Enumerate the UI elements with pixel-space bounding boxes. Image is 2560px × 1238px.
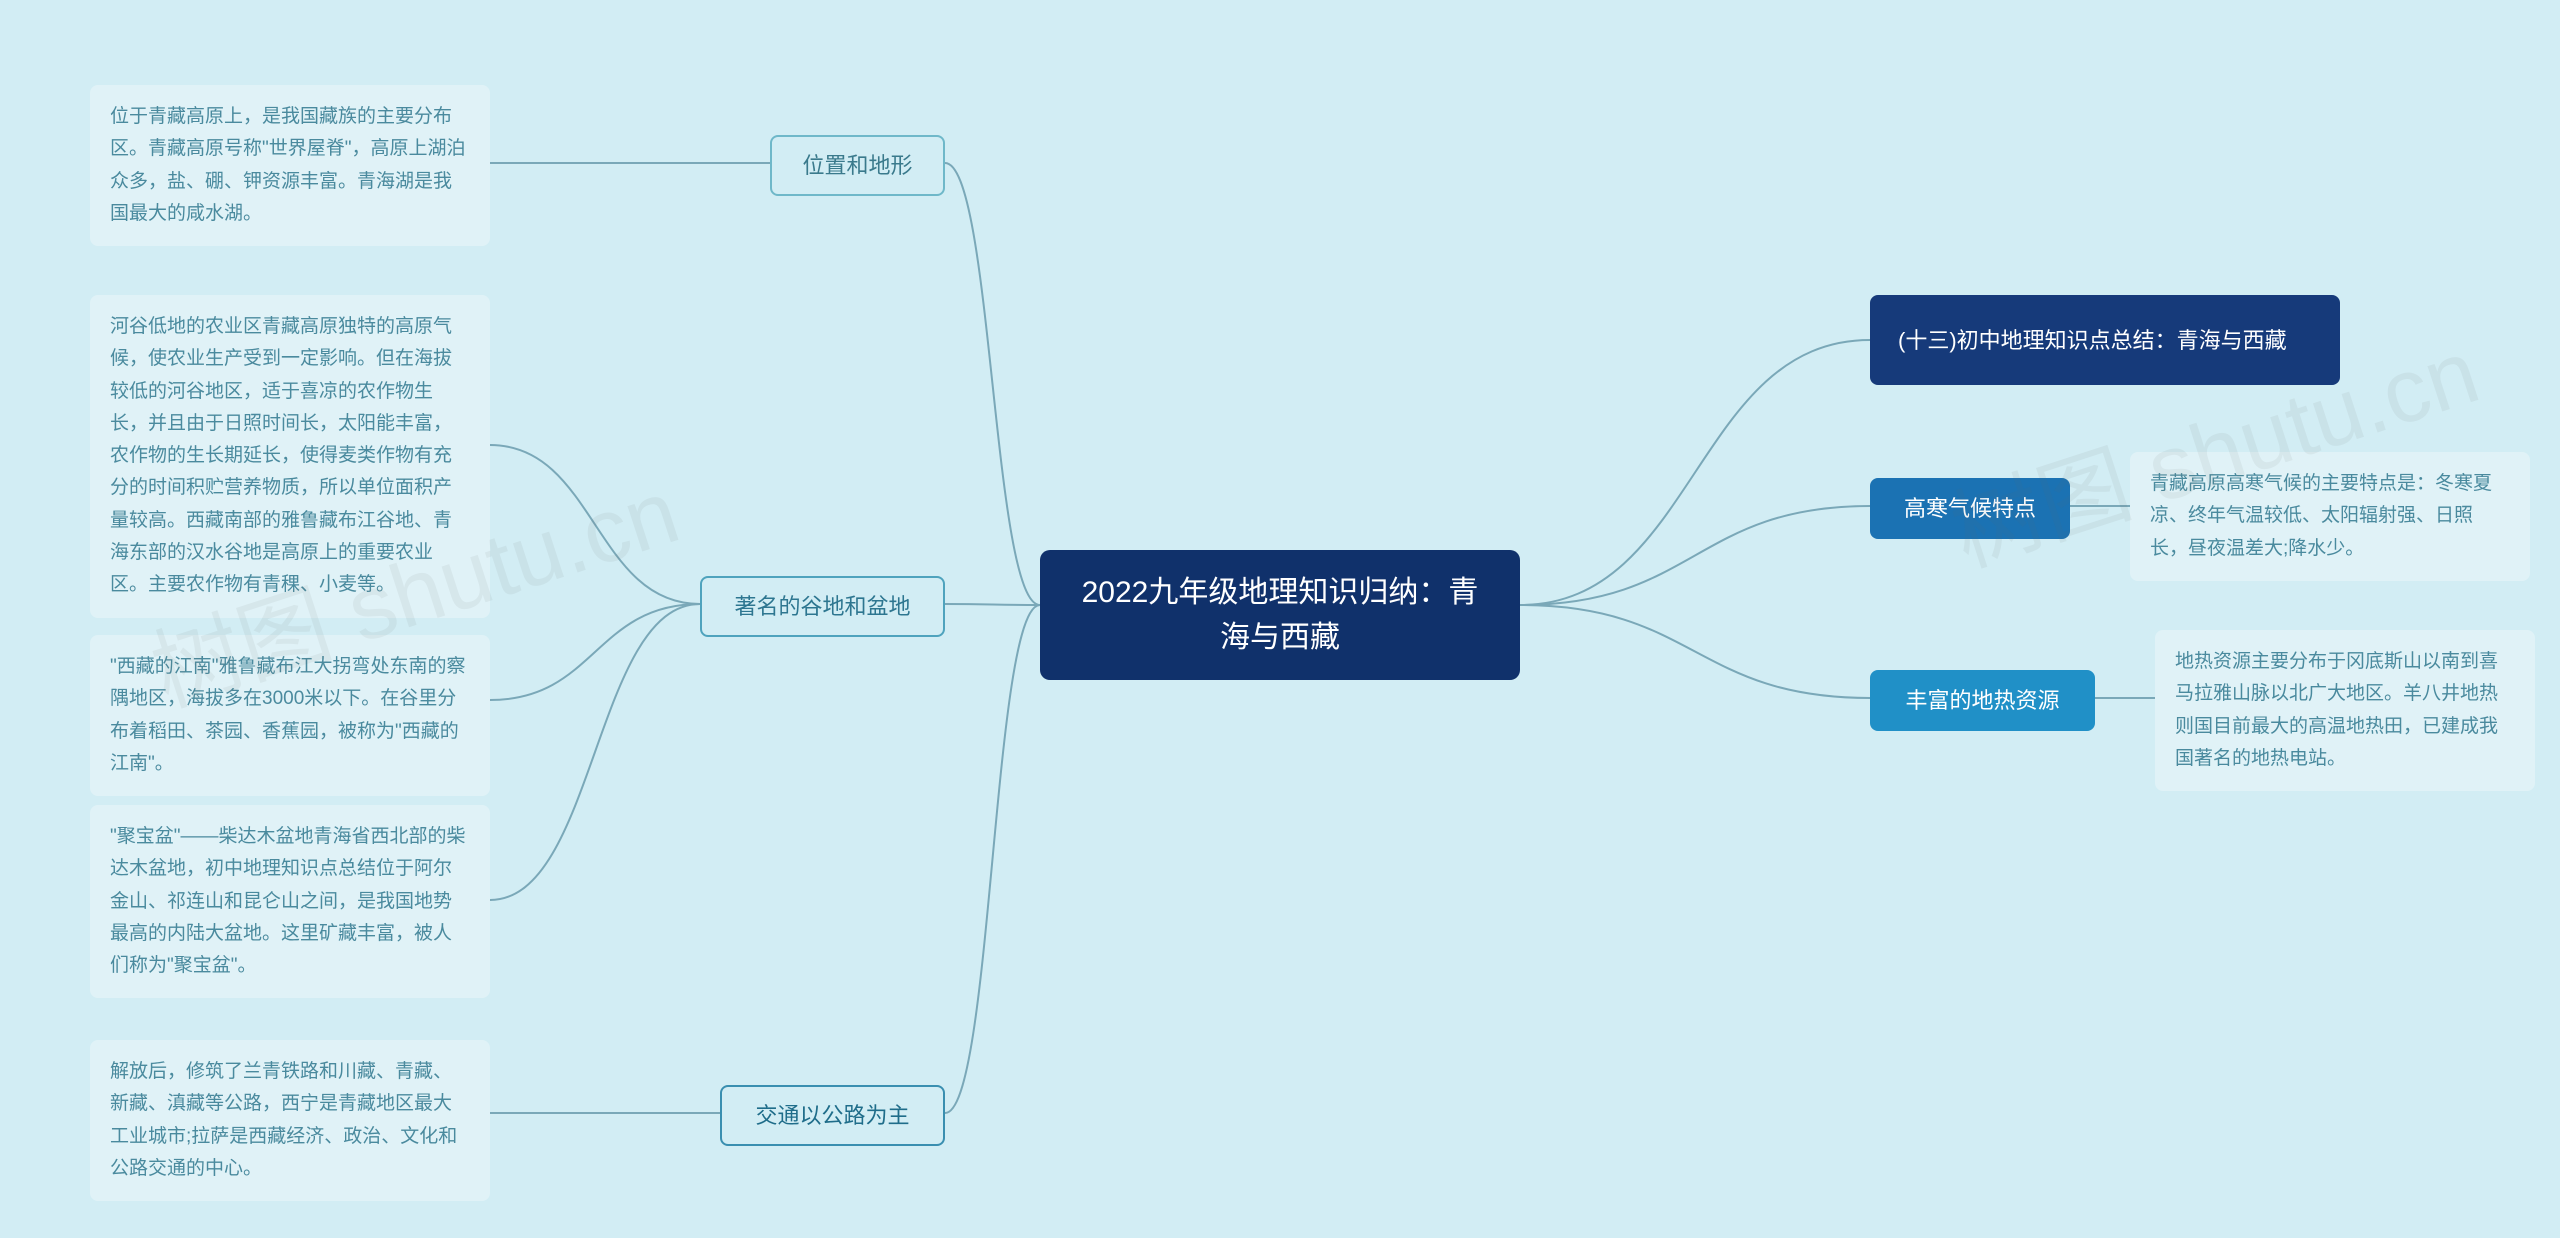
branch-node-b5[interactable]: 著名的谷地和盆地 (700, 576, 945, 637)
connector-path (945, 604, 1040, 605)
leaf-node-b2-0[interactable]: 青藏高原高寒气候的主要特点是：冬寒夏凉、终年气温较低、太阳辐射强、日照长，昼夜温… (2130, 452, 2530, 581)
branch-node-b4[interactable]: 位置和地形 (770, 135, 945, 196)
connector-path (490, 604, 700, 700)
branch-node-b3[interactable]: 丰富的地热资源 (1870, 670, 2095, 731)
connector-path (490, 445, 700, 604)
connector-path (1520, 340, 1870, 605)
center-node[interactable]: 2022九年级地理知识归纳：青海与西藏 (1040, 550, 1520, 680)
leaf-node-b5-1[interactable]: "西藏的江南"雅鲁藏布江大拐弯处东南的察隅地区，海拔多在3000米以下。在谷里分… (90, 635, 490, 796)
leaf-node-b3-0[interactable]: 地热资源主要分布于冈底斯山以南到喜马拉雅山脉以北广大地区。羊八井地热则国目前最大… (2155, 630, 2535, 791)
connector-path (945, 605, 1040, 1113)
branch-node-b1[interactable]: (十三)初中地理知识点总结：青海与西藏 (1870, 295, 2340, 385)
connector-path (490, 604, 700, 900)
connector-path (1520, 605, 1870, 698)
leaf-node-b6-0[interactable]: 解放后，修筑了兰青铁路和川藏、青藏、新藏、滇藏等公路，西宁是青藏地区最大工业城市… (90, 1040, 490, 1201)
connector-path (945, 163, 1040, 605)
leaf-node-b5-2[interactable]: "聚宝盆"——柴达木盆地青海省西北部的柴达木盆地，初中地理知识点总结位于阿尔金山… (90, 805, 490, 998)
leaf-node-b4-0[interactable]: 位于青藏高原上，是我国藏族的主要分布区。青藏高原号称"世界屋脊"，高原上湖泊众多… (90, 85, 490, 246)
connector-path (1520, 506, 1870, 605)
branch-node-b6[interactable]: 交通以公路为主 (720, 1085, 945, 1146)
leaf-node-b5-0[interactable]: 河谷低地的农业区青藏高原独特的高原气候，使农业生产受到一定影响。但在海拔较低的河… (90, 295, 490, 618)
branch-node-b2[interactable]: 高寒气候特点 (1870, 478, 2070, 539)
